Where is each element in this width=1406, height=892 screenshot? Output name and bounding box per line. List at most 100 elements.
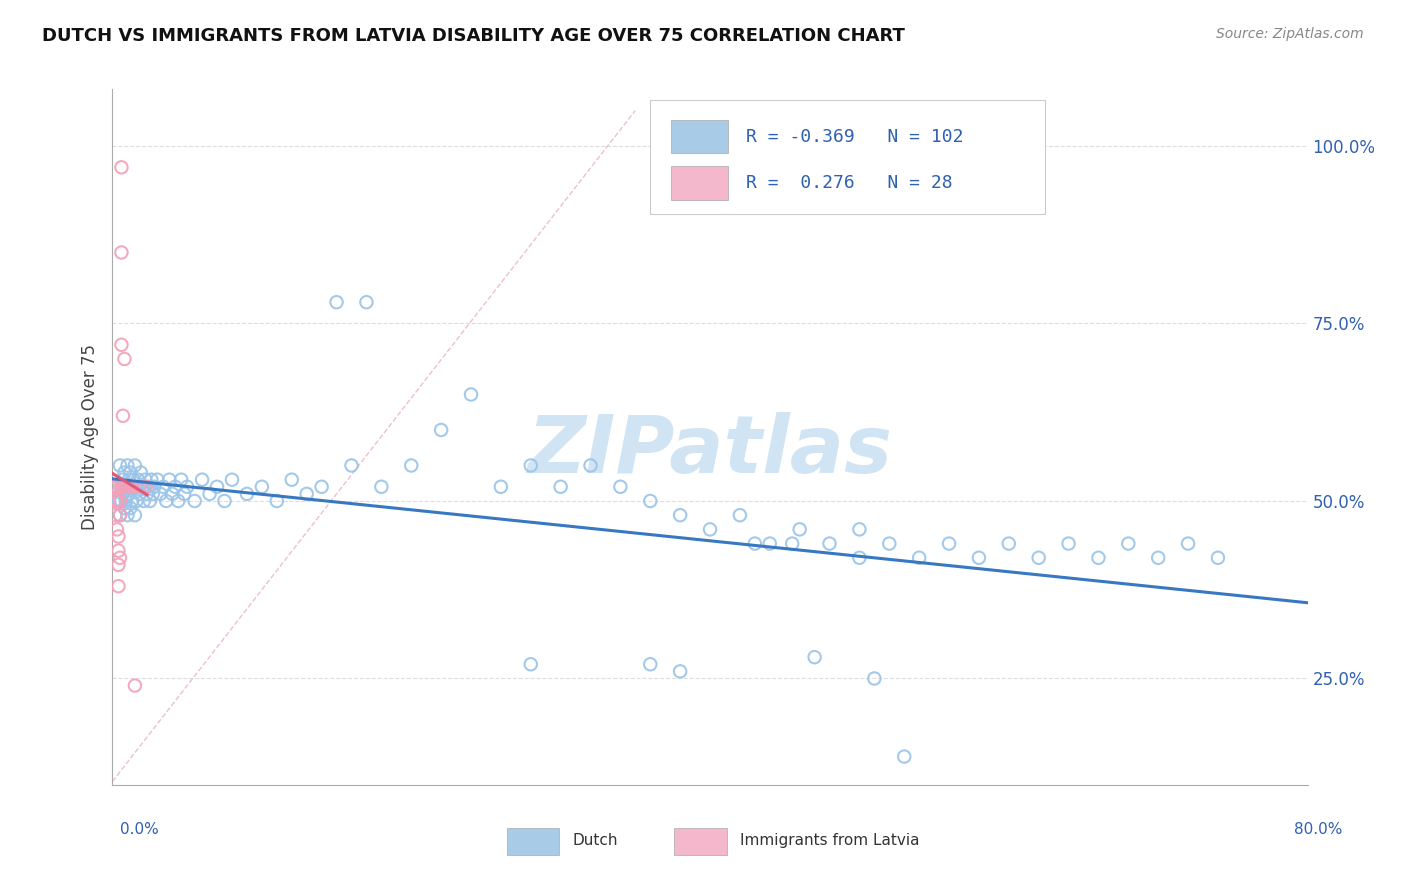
Text: Dutch: Dutch <box>572 833 619 848</box>
Text: Immigrants from Latvia: Immigrants from Latvia <box>740 833 920 848</box>
Point <box>699 522 721 536</box>
Point <box>370 480 392 494</box>
Point <box>157 473 180 487</box>
Point <box>173 487 195 501</box>
Point <box>124 458 146 473</box>
Point <box>489 480 512 494</box>
Text: ZIPatlas: ZIPatlas <box>527 412 893 490</box>
Point <box>198 487 221 501</box>
Point <box>121 494 143 508</box>
Point <box>848 522 870 536</box>
Point <box>121 480 143 494</box>
Point <box>108 480 131 494</box>
Point <box>401 458 423 473</box>
Point <box>124 679 146 693</box>
Point <box>250 480 273 494</box>
Point <box>117 480 139 494</box>
Point <box>1206 550 1229 565</box>
Point <box>104 508 127 523</box>
Point <box>114 501 135 516</box>
Point <box>134 473 156 487</box>
Point <box>111 487 134 501</box>
Point <box>107 529 129 543</box>
Point <box>122 473 145 487</box>
Point <box>430 423 453 437</box>
Point <box>125 480 148 494</box>
Point <box>111 409 134 423</box>
Point <box>103 480 125 494</box>
Point <box>115 480 138 494</box>
FancyBboxPatch shape <box>508 828 560 855</box>
Point <box>108 494 131 508</box>
Point <box>1087 550 1109 565</box>
Point <box>759 536 782 550</box>
Point <box>105 494 128 508</box>
Point <box>214 494 236 508</box>
Y-axis label: Disability Age Over 75: Disability Age Over 75 <box>80 344 98 530</box>
FancyBboxPatch shape <box>671 120 728 153</box>
Point <box>460 387 482 401</box>
Point <box>998 536 1021 550</box>
Text: 0.0%: 0.0% <box>120 822 159 837</box>
FancyBboxPatch shape <box>671 167 728 200</box>
Point <box>1147 550 1170 565</box>
Point <box>110 480 132 494</box>
Point <box>640 657 662 672</box>
Point <box>167 494 190 508</box>
Point <box>165 480 187 494</box>
Point <box>149 487 172 501</box>
Point <box>205 480 228 494</box>
Point <box>118 487 141 501</box>
Point <box>325 295 347 310</box>
Point <box>146 473 169 487</box>
Point <box>848 550 870 565</box>
Point <box>1028 550 1050 565</box>
Point <box>110 245 132 260</box>
Point <box>118 473 141 487</box>
Point <box>105 480 128 494</box>
Point <box>967 550 990 565</box>
Point <box>142 487 165 501</box>
Point <box>1118 536 1140 550</box>
Point <box>176 480 198 494</box>
Point <box>162 487 183 501</box>
Point <box>139 494 162 508</box>
Point <box>893 749 915 764</box>
Point <box>834 792 856 806</box>
Point <box>1057 536 1080 550</box>
Text: Source: ZipAtlas.com: Source: ZipAtlas.com <box>1216 27 1364 41</box>
Point <box>143 480 166 494</box>
Point <box>155 494 177 508</box>
Point <box>107 543 129 558</box>
Point <box>550 480 572 494</box>
Point <box>108 458 131 473</box>
Point <box>669 508 692 523</box>
FancyBboxPatch shape <box>675 828 727 855</box>
Point <box>863 672 886 686</box>
Text: R = -0.369   N = 102: R = -0.369 N = 102 <box>747 128 963 145</box>
Point <box>236 487 259 501</box>
Point <box>1177 536 1199 550</box>
Point <box>744 536 766 550</box>
Point <box>107 494 129 508</box>
Point <box>105 522 128 536</box>
Point <box>115 480 138 494</box>
Point <box>108 508 131 523</box>
Point <box>266 494 288 508</box>
Point <box>780 536 803 550</box>
Point <box>121 480 143 494</box>
Point <box>114 466 135 480</box>
FancyBboxPatch shape <box>651 100 1045 214</box>
Point <box>111 473 134 487</box>
Point <box>141 473 163 487</box>
Point <box>183 494 205 508</box>
Point <box>803 650 825 665</box>
Point <box>152 480 174 494</box>
Point <box>108 508 131 523</box>
Point <box>129 466 152 480</box>
Point <box>131 480 153 494</box>
Point <box>127 473 149 487</box>
Point <box>879 536 901 550</box>
Point <box>120 480 142 494</box>
Point <box>110 494 132 508</box>
